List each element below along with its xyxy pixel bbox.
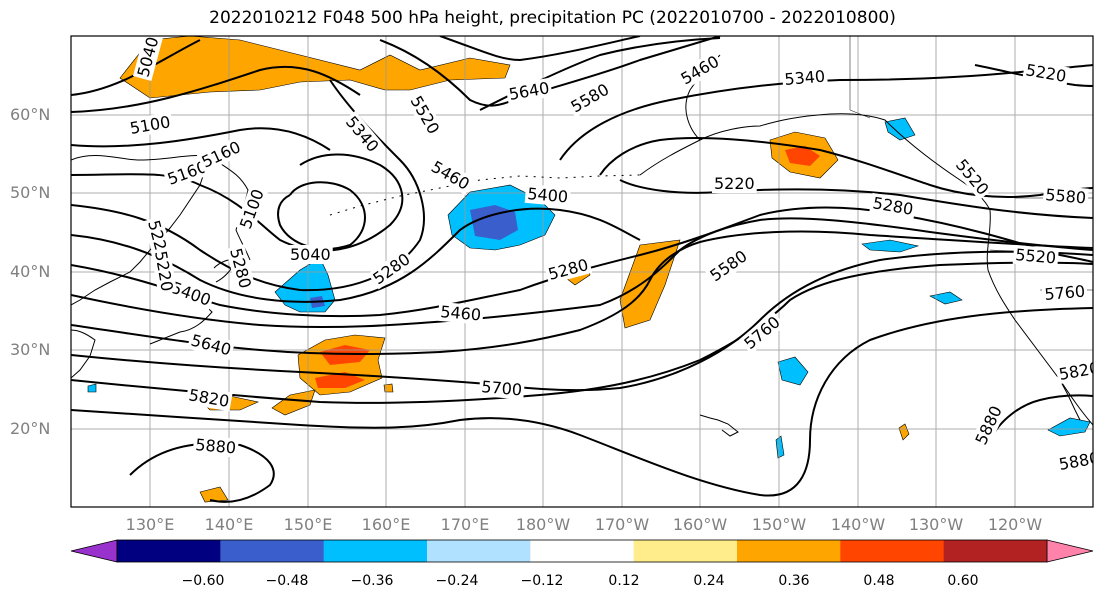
colorbar-swatch [737, 540, 841, 562]
lon-label: 160°W [672, 515, 728, 534]
colorbar-tick-label: −0.60 [181, 573, 225, 589]
contour-label-background [225, 244, 256, 293]
colorbar-tick-label: −0.12 [520, 573, 564, 589]
contour-label: 5400 [527, 184, 569, 206]
contour-label-background [367, 248, 416, 290]
lon-label: 160°E [361, 515, 411, 534]
contour-label-background [196, 136, 246, 173]
contour-label-background [505, 77, 553, 105]
lon-label: 140°W [830, 515, 886, 534]
colorbar-swatch [117, 540, 221, 562]
colorbar-tick-label: 0.60 [947, 573, 979, 589]
contour-label-background [1055, 447, 1093, 475]
colorbar-extend-right [1046, 539, 1094, 563]
contour-label-background [150, 247, 178, 295]
contour-label: 5700 [481, 377, 523, 399]
colorbar-tick-label: 0.48 [863, 573, 895, 589]
contour-label: 5760 [1044, 282, 1086, 304]
contour-label-background [192, 434, 239, 458]
contour-label-background [437, 301, 484, 325]
colorbar [70, 539, 1094, 563]
contour-label-background [869, 192, 917, 220]
colorbar-swatch [633, 540, 738, 562]
lon-label: 170°W [594, 515, 650, 534]
lat-label: 40°N [10, 262, 51, 281]
lon-label: 120°W [987, 515, 1043, 534]
contour-label: 5460 [440, 302, 482, 324]
contour-label-background [187, 329, 236, 360]
contour-label-background [405, 90, 445, 139]
contour-label-background [970, 400, 1007, 450]
contour-label-background [524, 183, 571, 207]
contour-label-background [340, 110, 384, 158]
lat-label: 20°N [10, 419, 51, 438]
contour-label-background [950, 153, 994, 201]
precip-strong-positive-areas [315, 146, 820, 388]
colorbar-tick-label: −0.36 [350, 573, 394, 589]
contour-label-background [426, 156, 475, 195]
colorbar-swatch [943, 540, 1048, 562]
colorbar-swatch [323, 540, 428, 562]
contour-label: 5520 [1015, 245, 1057, 267]
contour-label-background [166, 277, 216, 311]
contour-label-background [1041, 281, 1088, 305]
contour-label-background [1012, 244, 1059, 268]
map-frame [70, 35, 1094, 508]
contour-label: 5040 [290, 245, 331, 264]
contour-label-background [565, 78, 614, 118]
colorbar-swatch [530, 540, 635, 562]
contour-label-background [1055, 357, 1093, 385]
contour-label-background [162, 156, 212, 190]
contour-label-background [544, 254, 593, 285]
contour-label-background [738, 311, 786, 355]
contour-label-background [675, 50, 724, 90]
lon-label: 150°E [283, 515, 333, 534]
contour-label: 5340 [784, 67, 826, 89]
lon-label: 140°E [204, 515, 254, 534]
lon-label: 130°E [125, 515, 175, 534]
lat-label: 50°N [10, 183, 51, 202]
colorbar-swatch [427, 540, 531, 562]
colorbar-tick-label: −0.24 [435, 573, 479, 589]
colorbar-tick-label: 0.36 [778, 573, 810, 589]
precip-strong-negative-areas [310, 205, 518, 308]
lat-label: 30°N [10, 340, 51, 359]
colorbar-extend-left [70, 539, 118, 563]
contour-label: 5580 [1045, 185, 1087, 207]
lat-label: 60°N [10, 105, 51, 124]
contour-label-background [126, 111, 174, 139]
colorbar-tick-label: 0.24 [693, 573, 725, 589]
contour-label-background [1022, 59, 1070, 87]
contour-label-background [288, 245, 333, 264]
colorbar-swatch [840, 540, 945, 562]
contour-label-background [132, 36, 163, 81]
lon-label: 130°W [908, 515, 964, 534]
lon-label: 150°W [751, 515, 807, 534]
contour-label: 5880 [195, 435, 237, 457]
colorbar-tick-label: −0.48 [265, 573, 309, 589]
contour-label-background [781, 66, 828, 90]
map-title: 2022010212 F048 500 hPa height, precipit… [209, 8, 896, 28]
lon-label: 170°E [440, 515, 490, 534]
contour-label-background [185, 384, 233, 412]
colorbar-tick-label: 0.12 [608, 573, 640, 589]
contour-label: 5220 [714, 174, 755, 193]
contour-label-background [235, 184, 269, 234]
contour-label-background [1042, 184, 1089, 208]
colorbar-swatch [220, 540, 325, 562]
contour-label-background [478, 376, 525, 400]
colorbar-border [116, 539, 1048, 563]
contour-label-background [704, 245, 753, 287]
contour-label-background [712, 174, 757, 193]
lon-label: 180°W [515, 515, 571, 534]
